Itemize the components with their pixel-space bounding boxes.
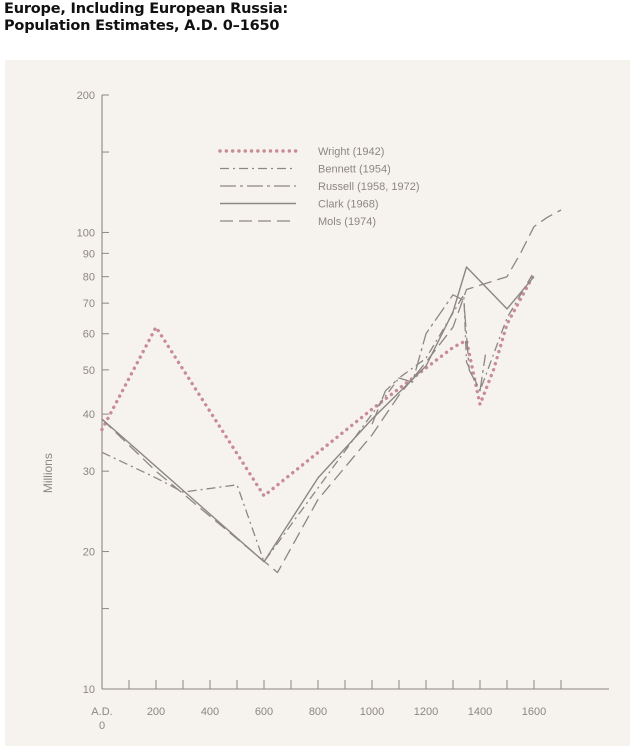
x-tick-sublabel: 0 (99, 720, 105, 732)
y-tick-label: 30 (83, 466, 95, 478)
legend-label: Bennett (1954) (318, 164, 391, 176)
y-tick-label: 90 (83, 248, 95, 260)
y-tick-label: 200 (77, 90, 95, 102)
y-tick-label: 60 (83, 329, 95, 341)
legend-label: Russell (1958, 1972) (318, 181, 420, 193)
y-tick-label: 80 (83, 272, 95, 284)
chart-panel: 200 100 90 80 70 60 50 40 30 20 10 A.D. 0 200 400 600 80… (5, 60, 630, 746)
y-tick-label: 20 (83, 547, 95, 559)
y-tick-label: 70 (83, 298, 95, 310)
y-axis-label: Millions (41, 453, 55, 493)
legend-label: Mols (1974) (318, 216, 376, 228)
series-line-mols-1974 (101, 209, 562, 574)
y-tick-label: 10 (83, 684, 95, 696)
x-tick-label: 1000 (360, 706, 384, 718)
x-tick-label: 1400 (468, 706, 492, 718)
y-tick-label: 40 (83, 409, 95, 421)
series-line-clark-1968 (101, 266, 535, 563)
chart-title-line-2: Population Estimates, A.D. 0–1650 (4, 18, 280, 34)
legend-label: Wright (1942) (318, 146, 384, 158)
chart-title: Europe, Including European Russia: Popul… (4, 1, 288, 35)
x-tick-label: 1600 (522, 706, 546, 718)
series-line-russell-1958-1972 (371, 294, 487, 425)
series-line-bennett-1954 (101, 271, 535, 563)
y-tick-label: 50 (83, 365, 95, 377)
population-chart: 200 100 90 80 70 60 50 40 30 20 10 A.D. 0 200 400 600 80… (41, 90, 609, 732)
chart-title-line-1: Europe, Including European Russia: (4, 1, 289, 17)
x-tick-label: 200 (147, 706, 165, 718)
x-tick-label: 400 (201, 706, 219, 718)
legend-label: Clark (1968) (318, 199, 379, 211)
series-line-wright-1942 (100, 272, 536, 498)
x-tick-label: 600 (255, 706, 273, 718)
y-tick-label: 100 (77, 227, 95, 239)
x-tick-label: 1200 (414, 706, 438, 718)
x-tick-label: 800 (309, 706, 327, 718)
x-tick-label: A.D. (91, 706, 112, 718)
